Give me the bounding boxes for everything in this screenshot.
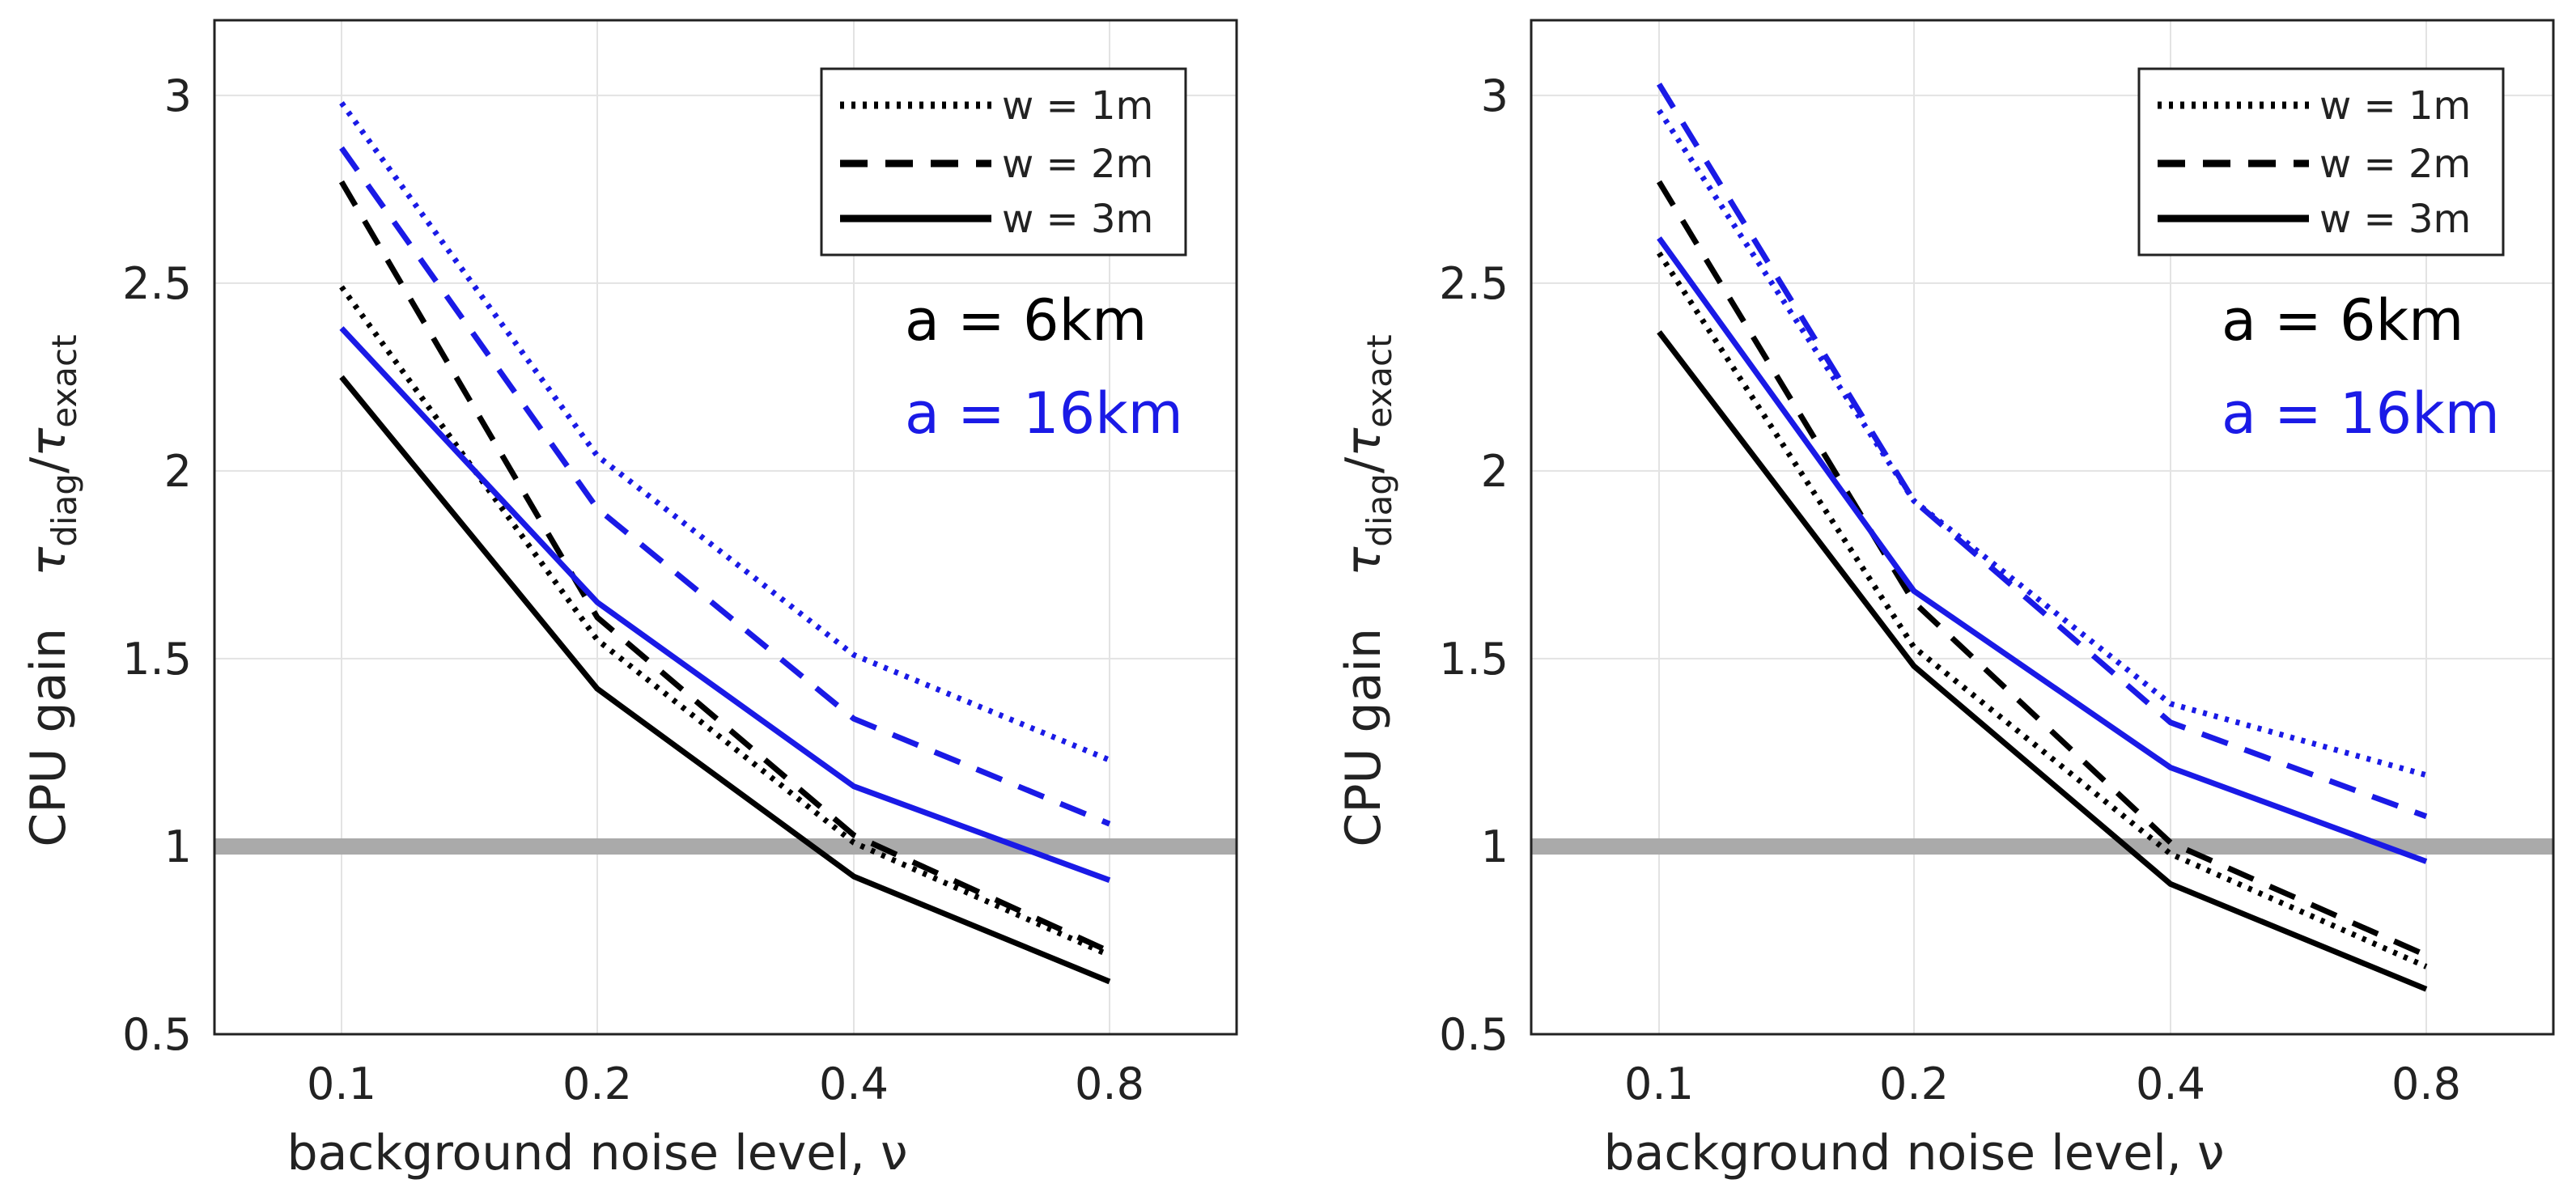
series-line-6km-solid [1657,330,2428,992]
x-tick-label: 0.8 [2391,1058,2461,1109]
y-tick-label: 0.5 [122,1009,192,1060]
x-tick-label: 0.2 [562,1058,632,1109]
series-line-16km-solid [339,326,1111,883]
svg-text:CPU gain τdiag/τexact: CPU gain τdiag/τexact [1335,334,1399,846]
y-tick-label: 1.5 [122,634,192,685]
y-tick-label: 2 [1481,446,1509,497]
x-axis-label: background noise level, ν [287,1125,908,1181]
series-layer [1657,83,2428,992]
plot-frame [1530,19,2555,1036]
y-axis-ratio-den-sub: exact [45,334,84,427]
y-axis-label: CPU gain τdiag/τexact [1335,334,1399,846]
x-axis-label: background noise level, ν [1604,1125,2225,1181]
annotation-16km: a = 16km [2222,380,2500,447]
legend-box [820,67,1187,257]
legend-label-1: w = 1m [1002,83,1153,129]
x-tick-label: 0.1 [307,1058,376,1109]
x-tick-label: 0.2 [1879,1058,1949,1109]
x-tick-label: 0.4 [819,1058,889,1109]
y-axis-ratio-sep: / [1335,456,1392,473]
legend-label-3: w = 3m [1002,197,1153,242]
annotation-6km: a = 6km [905,287,1147,354]
series-layer [338,101,1111,985]
annotation-16km: a = 16km [905,380,1183,447]
y-tick-label: 1 [164,821,192,872]
y-tick-label: 2.5 [122,258,192,309]
tick-labels: 0.1 0.2 0.4 0.8 0.5 1 1.5 2 2.5 3 [1439,70,2461,1109]
legend-label-3: w = 3m [2319,197,2471,242]
chart-panel-right: 0.1 0.2 0.4 0.8 0.5 1 1.5 2 2.5 3 background nois… [1335,19,2555,1181]
y-axis-ratio-num: τ [1335,546,1392,576]
y-tick-label: 2.5 [1439,258,1509,309]
series-line-6km-solid [339,375,1111,985]
x-tick-label: 0.8 [1075,1058,1144,1109]
y-axis-ratio-den-sub: exact [1360,334,1399,427]
y-axis-ratio-sep: / [20,456,77,473]
series-line-6km-dashed [338,180,1111,955]
y-axis-ratio-den: τ [20,427,77,457]
series-line-16km-solid [1657,236,2428,864]
annotation-6km: a = 6km [2222,287,2464,354]
tick-labels: 0.1 0.2 0.4 0.8 0.5 1 1.5 2 2.5 3 [122,70,1144,1109]
x-tick-label: 0.4 [2136,1058,2205,1109]
series-line-6km-dashed [1657,180,2428,958]
svg-text:CPU gain τdiag/τexact: CPU gain τdiag/τexact [20,334,84,846]
legend-label-1: w = 1m [2319,83,2471,129]
y-axis-label-text: CPU gain [20,628,77,847]
y-tick-label: 1.5 [1439,634,1509,685]
y-axis-ratio-num-sub: diag [45,473,84,547]
x-tick-label: 0.1 [1624,1058,1694,1109]
plot-frame [213,19,1238,1036]
y-axis-label-text: CPU gain [1335,628,1392,847]
legend: w = 1m w = 2m w = 3m [2137,67,2505,257]
legend: w = 1m w = 2m w = 3m [820,67,1187,257]
legend-box [2137,67,2505,257]
y-tick-label: 3 [1481,70,1509,121]
y-axis-ratio-den: τ [1335,427,1392,457]
y-tick-label: 1 [1481,821,1509,872]
legend-label-2: w = 2m [1002,142,1153,187]
chart-panel-left: 0.1 0.2 0.4 0.8 0.5 1 1.5 2 2.5 3 background nois… [20,19,1238,1181]
legend-label-2: w = 2m [2319,142,2471,187]
series-line-16km-dashed [339,146,1111,827]
y-tick-label: 3 [164,70,192,121]
y-axis-ratio-num-sub: diag [1360,473,1399,547]
y-axis-ratio-num: τ [20,546,77,576]
series-line-16km-dotted [339,101,1111,763]
y-tick-label: 2 [164,446,192,497]
y-tick-label: 0.5 [1439,1009,1509,1060]
series-line-16km-dashed [1657,83,2428,820]
y-axis-label: CPU gain τdiag/τexact [20,334,84,846]
